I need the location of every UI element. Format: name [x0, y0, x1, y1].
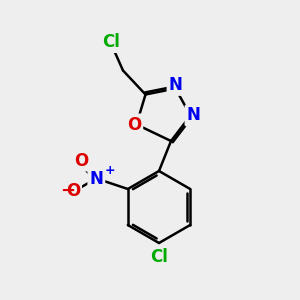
Text: N: N: [187, 106, 200, 124]
Text: N: N: [89, 169, 103, 188]
Text: Cl: Cl: [102, 33, 120, 51]
Text: −: −: [60, 182, 75, 200]
Text: +: +: [104, 164, 115, 177]
Text: N: N: [169, 76, 182, 94]
Text: O: O: [127, 116, 141, 134]
Text: Cl: Cl: [150, 248, 168, 266]
Text: O: O: [74, 152, 88, 169]
Text: O: O: [66, 182, 80, 200]
